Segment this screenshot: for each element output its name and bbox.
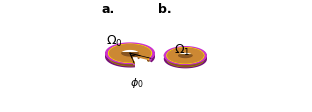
Polygon shape bbox=[168, 49, 203, 63]
Polygon shape bbox=[177, 56, 193, 63]
Text: b.: b. bbox=[158, 3, 171, 16]
Polygon shape bbox=[106, 44, 154, 64]
Text: $\phi_0$: $\phi_0$ bbox=[130, 75, 144, 89]
Polygon shape bbox=[167, 48, 204, 64]
Polygon shape bbox=[167, 56, 204, 67]
Polygon shape bbox=[168, 56, 203, 67]
Polygon shape bbox=[109, 53, 151, 66]
Polygon shape bbox=[110, 53, 151, 66]
Polygon shape bbox=[148, 58, 149, 60]
Polygon shape bbox=[138, 56, 148, 60]
Polygon shape bbox=[164, 56, 206, 68]
Polygon shape bbox=[110, 45, 151, 62]
Polygon shape bbox=[109, 45, 151, 63]
Text: $\Omega_1$: $\Omega_1$ bbox=[174, 42, 191, 57]
Text: $\Omega_0$: $\Omega_0$ bbox=[106, 34, 123, 49]
Polygon shape bbox=[168, 56, 203, 67]
Polygon shape bbox=[149, 58, 151, 60]
Polygon shape bbox=[110, 53, 151, 66]
Polygon shape bbox=[132, 58, 134, 64]
Text: a.: a. bbox=[101, 3, 115, 16]
Polygon shape bbox=[167, 56, 204, 67]
Polygon shape bbox=[106, 53, 154, 67]
Polygon shape bbox=[109, 53, 151, 66]
Polygon shape bbox=[164, 47, 206, 65]
Polygon shape bbox=[120, 54, 139, 61]
